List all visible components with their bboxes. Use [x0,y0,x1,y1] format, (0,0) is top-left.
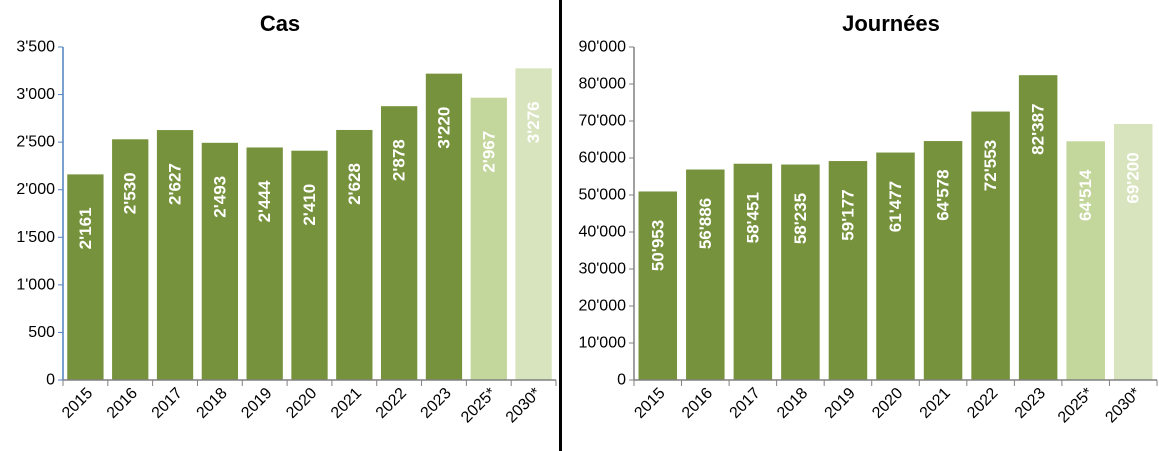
x-tick-label: 2019 [822,385,859,422]
y-tick-label: 60'000 [578,150,626,167]
data-label: 56'886 [696,198,715,249]
bar-2020 [876,152,915,380]
bar-2023 [1018,75,1058,381]
data-label: 58'235 [791,193,810,244]
x-tick-label: 2022 [964,385,1001,422]
bar-2022 [380,106,418,380]
y-tick-label: 3'500 [16,39,55,56]
y-tick-label: 90'000 [578,39,626,56]
bar-2018 [781,164,820,380]
data-label: 2'967 [479,131,498,173]
bar-group [67,68,552,380]
x-tick-label: 2016 [679,385,716,422]
x-tick-label: 2018 [194,385,231,422]
x-tick-label: 2025* [458,385,500,427]
x-tick-label: 2020 [869,385,906,422]
x-tick-label: 2018 [774,385,811,422]
data-label: 58'451 [743,192,762,243]
bar-2021 [923,141,963,380]
x-tick-label: 2020 [283,385,320,422]
bar-2030-forecast [1113,123,1153,381]
bar-group [638,75,1153,381]
x-tick-label: 2021 [328,385,365,422]
data-label: 2'627 [166,163,185,205]
panel-divider [559,0,562,451]
chart-title: Cas [260,11,300,36]
x-tick-label: 2022 [373,385,410,422]
x-tick-label: 2023 [418,385,455,422]
data-label: 82'387 [1029,104,1048,155]
data-label: 2'493 [210,176,229,218]
x-tick-label: 2019 [238,385,275,422]
x-tick-label: 2023 [1012,385,1049,422]
bar-2019 [828,161,868,380]
bar-2015 [638,191,678,380]
x-tick-label: 2017 [149,385,186,422]
bar-2022 [971,111,1010,381]
data-label: 2'161 [76,207,95,249]
data-label: 2'628 [345,163,364,205]
bar-2016 [112,139,149,380]
bar-2021 [336,129,373,380]
bar-2023 [425,73,463,380]
y-tick-label: 10'000 [578,335,626,352]
y-tick-label: 20'000 [578,298,626,315]
data-label: 2'444 [255,180,274,222]
x-tick-label: 2030* [503,385,545,427]
data-label: 61'477 [886,181,905,232]
data-label: 59'177 [838,189,857,240]
data-label: 69'200 [1124,152,1143,203]
bar-2017 [733,163,773,380]
bar-2017 [156,130,194,380]
x-tick-label: 2015 [59,385,96,422]
bar-2016 [686,169,725,380]
x-tick-label: 2015 [631,385,668,422]
bar-2025-forecast [1066,141,1105,380]
y-tick-label: 50'000 [578,187,626,204]
y-tick-label: 0 [46,372,55,389]
x-tick-label: 2025* [1055,385,1097,427]
y-tick-label: 3'000 [16,86,55,103]
data-label-group: 50'953 56'886 58'451 58'235 59'177 61'477 64'5… [648,104,1142,272]
bar-2019 [246,147,283,380]
y-tick-label: 1'000 [16,276,55,293]
bar-2018 [201,142,239,380]
data-label: 2'878 [390,139,409,181]
bar-2020 [291,150,328,380]
x-tick-label: 2030* [1102,385,1144,427]
data-label: 72'553 [981,140,1000,191]
chart-journees: Journées 50'953 56'886 58'451 58'235 59'177 6… [578,11,1158,427]
y-tick-label: 1'500 [16,229,55,246]
y-tick-label: 2'000 [16,181,55,198]
data-label: 64'514 [1076,169,1095,221]
bar-2030-forecast [515,68,552,380]
y-tick-label: 500 [28,324,55,341]
data-label-group: 2'161 2'530 2'627 2'493 2'444 2'410 2'628 2'878… [76,101,543,249]
x-tick-label: 2017 [727,385,764,422]
data-label: 3'276 [524,101,543,143]
y-tick-label: 2'500 [16,134,55,151]
y-tick-label: 80'000 [578,76,626,93]
y-tick-label: 0 [617,372,626,389]
bar-2025-forecast [470,97,507,380]
y-tick-label: 30'000 [578,261,626,278]
data-label: 2'530 [121,172,140,214]
data-label: 64'578 [934,169,953,220]
data-label: 2'410 [300,184,319,226]
chart-panel-journees: Journées 50'953 56'886 58'451 58'235 59'177 6… [562,0,1159,451]
x-tick-label: 2016 [104,385,141,422]
y-tick-label: 40'000 [578,224,626,241]
data-label: 50'953 [648,220,667,271]
chart-title: Journées [842,11,940,36]
y-tick-label: 70'000 [578,113,626,130]
bar-2015 [67,174,104,380]
x-tick-label: 2021 [917,385,954,422]
chart-panel-cas: Cas 2'161 2'530 2'627 2'493 2'444 2'410 2'628 2… [0,0,559,451]
data-label: 3'220 [434,107,453,149]
